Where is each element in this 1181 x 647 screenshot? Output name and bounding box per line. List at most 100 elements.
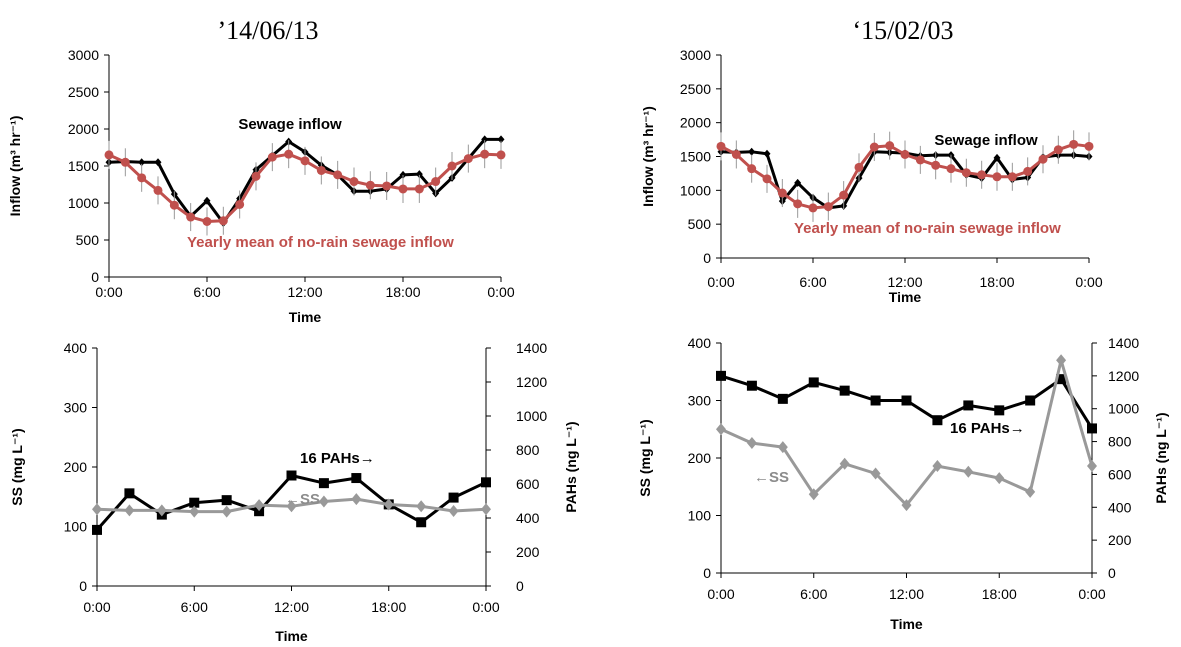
- bottom-left-xlabel: Time: [275, 628, 308, 644]
- title-right: ‘15/02/03: [852, 16, 953, 45]
- bottom-left-point-0: [189, 497, 200, 508]
- top-left-point-1: [284, 149, 294, 159]
- bottom-right-xtick-label: 18:00: [982, 586, 1017, 602]
- top-right-ylabel: Inflow (m³ hr⁻¹): [640, 106, 656, 207]
- top-left-point-1: [300, 156, 310, 166]
- top-right-point-1: [1069, 139, 1079, 149]
- top-right-ytick-label: 3000: [680, 47, 711, 63]
- top-left-point-0: [138, 158, 146, 167]
- top-left-point-1: [333, 170, 343, 180]
- bottom-right-y2tick-label: 600: [1108, 466, 1132, 482]
- top-left-point-1: [463, 154, 473, 164]
- top-right-ytick-label: 2000: [680, 115, 711, 131]
- bottom-left-point-0: [92, 524, 102, 535]
- bottom-right-point-0: [963, 400, 974, 411]
- bottom-left-point-1: [416, 500, 427, 513]
- bottom-left-xtick-label: 0:00: [83, 599, 110, 615]
- top-right-point-1: [992, 172, 1002, 182]
- bottom-left-point-1: [92, 503, 102, 516]
- top-left-ytick-label: 1000: [68, 195, 99, 211]
- bottom-left-point-1: [351, 493, 362, 506]
- bottom-right-y2tick-label: 0: [1108, 565, 1116, 581]
- bottom-left-y2tick-label: 600: [516, 476, 540, 492]
- top-right-ytick-label: 1500: [680, 149, 711, 165]
- bottom-right-y2tick-label: 200: [1108, 532, 1132, 548]
- bottom-left-xtick-label: 18:00: [371, 599, 406, 615]
- top-right-ytick-label: 2500: [680, 81, 711, 97]
- bottom-left-y2tick-label: 200: [516, 544, 540, 560]
- bottom-left-point-1: [189, 505, 200, 518]
- top-left-point-1: [414, 184, 424, 194]
- top-left-point-1: [169, 200, 179, 210]
- top-left-point-1: [496, 150, 506, 160]
- top-right-point-1: [1007, 172, 1017, 182]
- bottom-right-y2tick-label: 400: [1108, 499, 1132, 515]
- bottom-right-xtick-label: 0:00: [707, 586, 734, 602]
- bottom-left-ytick-label: 400: [64, 340, 88, 356]
- top-left-point-1: [120, 157, 130, 167]
- bottom-left-point-0: [286, 470, 297, 481]
- top-left-point-1: [382, 181, 392, 191]
- bottom-left-ytick-label: 300: [64, 400, 88, 416]
- bottom-left-y2tick-label: 800: [516, 442, 540, 458]
- bottom-left-point-0: [124, 488, 135, 499]
- bottom-right-point-1: [777, 441, 788, 454]
- top-right-point-1: [1053, 145, 1063, 155]
- top-left-ytick-label: 500: [76, 232, 100, 248]
- bottom-right-point-1: [1025, 485, 1036, 498]
- bottom-right-ylabel: SS (mg L⁻¹): [637, 419, 653, 496]
- bottom-right-point-0: [901, 395, 912, 406]
- top-left-point-1: [267, 152, 277, 162]
- top-right-point-0: [794, 178, 802, 187]
- bottom-right-point-0: [1056, 374, 1067, 385]
- bottom-right-xtick-label: 6:00: [800, 586, 827, 602]
- top-left-point-1: [398, 184, 408, 194]
- top-right-point-1: [823, 202, 833, 212]
- bottom-right-point-1: [746, 437, 757, 450]
- top-left-ylabel: Inflow (m³ hr⁻¹): [7, 116, 23, 217]
- bottom-right-point-1: [808, 488, 819, 501]
- top-right-point-0: [748, 147, 756, 156]
- bottom-left-ylabel2: PAHs (ng L⁻¹): [563, 421, 579, 512]
- bottom-right-point-0: [870, 395, 881, 406]
- top-right-point-1: [747, 164, 757, 174]
- bottom-left-y2tick-label: 1200: [516, 374, 547, 390]
- bottom-right-xlabel: Time: [890, 616, 923, 632]
- bottom-left-point-1: [318, 495, 329, 508]
- bottom-left-point-0: [448, 492, 459, 503]
- top-right-point-1: [1023, 166, 1033, 176]
- bottom-right-point-1: [1056, 354, 1067, 367]
- top-left-point-1: [202, 217, 212, 226]
- bottom-left-y2tick-label: 1000: [516, 408, 547, 424]
- bottom-left-point-1: [156, 504, 167, 517]
- bottom-left-xtick-label: 6:00: [181, 599, 208, 615]
- bottom-right-xtick-label: 12:00: [889, 586, 924, 602]
- top-left-point-0: [203, 196, 211, 205]
- top-left-xtick-label: 12:00: [287, 284, 322, 300]
- top-left-point-0: [154, 158, 162, 167]
- top-left-ytick-label: 0: [91, 269, 99, 285]
- bottom-right-ytick-label: 0: [703, 565, 711, 581]
- top-right-point-1: [839, 190, 849, 200]
- top-right-xlabel: Time: [889, 289, 922, 305]
- bottom-right-point-1: [1087, 460, 1097, 473]
- top-left-xtick-label: 0:00: [95, 284, 122, 300]
- bottom-right-point-1: [870, 467, 881, 480]
- bottom-right-point-1: [994, 472, 1005, 485]
- bottom-left-point-0: [416, 517, 427, 528]
- top-right-ytick-label: 0: [703, 250, 711, 266]
- top-left-point-1: [153, 185, 163, 195]
- top-right-point-1: [1038, 154, 1048, 164]
- bottom-left-point-0: [318, 478, 329, 489]
- bottom-left-xtick-label: 12:00: [274, 599, 309, 615]
- top-left-xtick-label: 6:00: [193, 284, 220, 300]
- top-right-point-1: [946, 164, 956, 174]
- top-right-point-0: [763, 149, 771, 158]
- top-left-point-0: [481, 135, 489, 144]
- bottom-right-y2tick-label: 1200: [1108, 368, 1139, 384]
- top-left-point-1: [447, 161, 457, 171]
- bottom-right-point-1: [901, 499, 912, 512]
- top-left-xtick-label: 0:00: [487, 284, 514, 300]
